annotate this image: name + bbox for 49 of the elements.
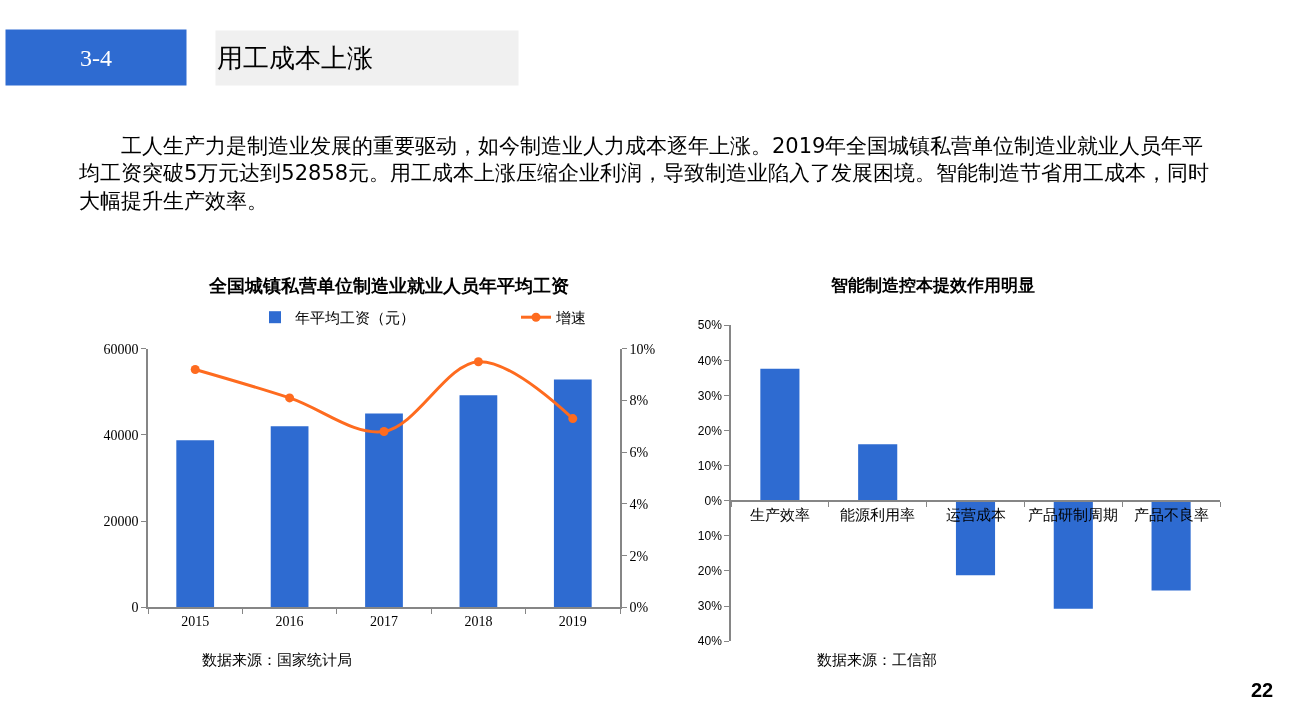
x-tick-label: 2018 xyxy=(464,613,493,629)
bar xyxy=(365,413,403,608)
y2-tick-label: 8% xyxy=(629,393,649,409)
y2-tick-label: 4% xyxy=(629,496,649,512)
point xyxy=(190,364,200,374)
y-tick-label: 40000 xyxy=(103,427,139,443)
bar xyxy=(553,379,592,608)
y2-tick-label: 6% xyxy=(629,445,649,461)
y-tick-label: 20% xyxy=(697,564,723,579)
legend-label: 年平均工资（元） xyxy=(295,309,415,328)
y-tick-label: 60000 xyxy=(103,341,139,357)
point xyxy=(379,427,389,437)
y-tick-label: 0 xyxy=(131,600,139,616)
bar xyxy=(459,395,498,608)
point xyxy=(285,393,295,403)
y-tick-label: 50% xyxy=(697,318,723,333)
source-note: 数据来源：工信部 xyxy=(817,651,937,669)
text: 3-4 xyxy=(80,44,112,71)
x-tick-label: 2016 xyxy=(275,613,304,629)
y-tick-label: 0% xyxy=(704,493,723,508)
y-tick-label: 10% xyxy=(697,529,723,544)
y2-tick-label: 0% xyxy=(629,600,649,616)
x-tick-label: 2015 xyxy=(181,613,210,629)
y-tick-label: 40% xyxy=(697,634,723,649)
x-tick-label: 2017 xyxy=(370,613,398,629)
bar xyxy=(858,444,898,501)
y-tick-label: 20000 xyxy=(103,514,139,530)
bar xyxy=(760,368,800,501)
text: 工人生产力是制造业发展的重要驱动，如今制造业人力成本逐年上涨。2019年全国城镇私营单位制造业就业人员年平均工资突破5万元达到52858元。用工成本上涨压缩企业利润，导致制造业陷入了发展困境。智能制造节省用工成本，同时大幅提升生产效率。 xyxy=(78,134,1210,213)
y2-tick-label: 2% xyxy=(629,548,649,564)
chart-title: 全国城镇私营单位制造业就业人员年平均工资 xyxy=(208,275,569,296)
bar xyxy=(270,426,309,608)
y-tick-label: 10% xyxy=(697,458,723,473)
point xyxy=(473,357,483,367)
y2-tick-label: 10% xyxy=(629,341,656,357)
source-note: 数据来源：国家统计局 xyxy=(202,651,352,669)
x-tick-label: 能源利用率 xyxy=(840,505,916,524)
point xyxy=(568,414,578,424)
y-tick-label: 30% xyxy=(697,388,723,403)
text: 用工成本上涨 xyxy=(217,43,373,73)
y-tick-label: 30% xyxy=(697,599,723,614)
legend-label: 增速 xyxy=(555,309,586,328)
chart-title: 智能制造控本提效作用明显 xyxy=(830,275,1035,295)
y-tick-label: 20% xyxy=(697,423,723,438)
text: 22 xyxy=(1251,679,1274,701)
y-tick-label: 40% xyxy=(697,353,723,368)
bar xyxy=(176,440,215,608)
x-tick-label: 2019 xyxy=(558,613,587,629)
x-tick-label: 生产效率 xyxy=(749,505,810,524)
